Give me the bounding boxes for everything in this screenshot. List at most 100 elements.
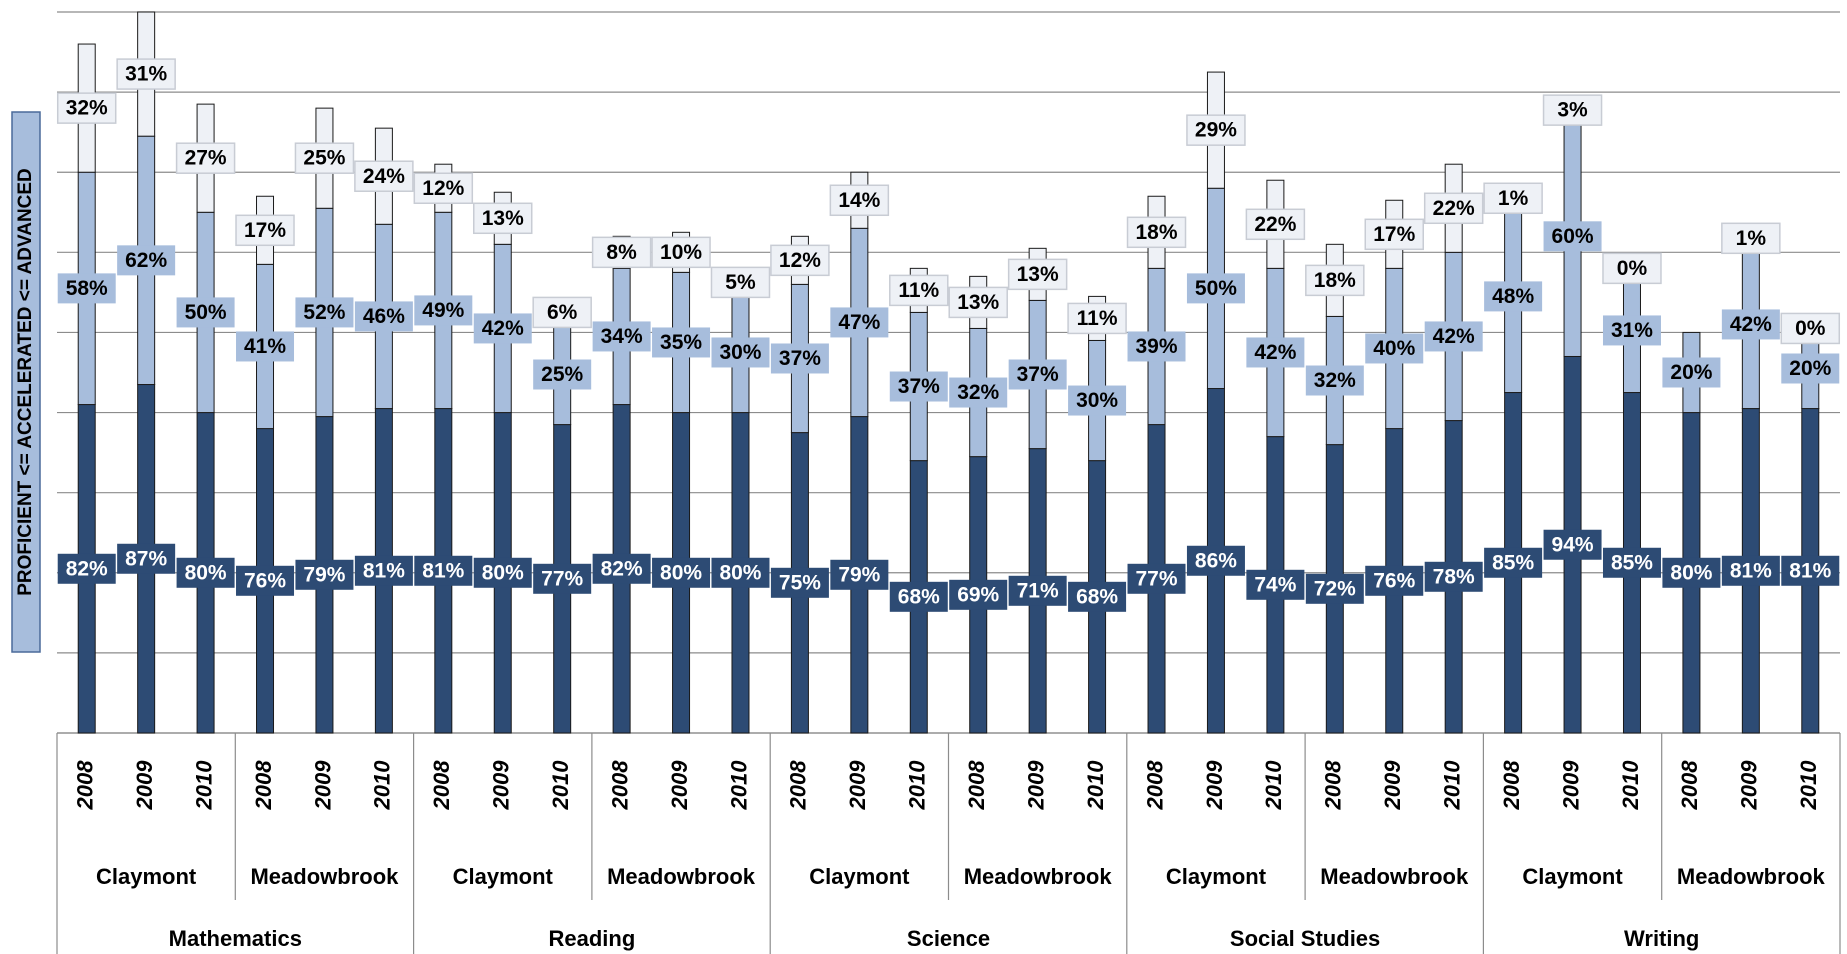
label-box — [116, 58, 176, 90]
label-box — [1424, 321, 1483, 352]
x-tick-label: 2008 — [786, 760, 811, 811]
subgroup-label: Claymont — [809, 864, 910, 889]
data-label: 85% — [1492, 551, 1534, 574]
label-box — [295, 559, 354, 590]
x-tick-label: 2010 — [726, 760, 751, 811]
label-box — [1305, 573, 1364, 604]
data-label: 1% — [1736, 227, 1767, 250]
data-label: 13% — [482, 207, 524, 230]
group-label: Writing — [1624, 926, 1699, 951]
data-label: 37% — [779, 347, 821, 370]
label-box — [533, 359, 592, 390]
label-box — [711, 337, 770, 368]
label-box — [651, 236, 711, 269]
data-label: 82% — [66, 557, 108, 580]
x-tick-label: 2010 — [191, 760, 216, 811]
label-box — [473, 313, 532, 344]
x-tick-label: 2009 — [310, 760, 335, 811]
label-box — [354, 555, 413, 586]
data-label: 0% — [1617, 257, 1648, 280]
label-box — [1662, 357, 1721, 388]
label-box — [414, 555, 473, 586]
label-box — [413, 172, 474, 204]
label-box — [1007, 258, 1068, 291]
label-box — [473, 557, 532, 588]
data-label: 81% — [1730, 559, 1772, 582]
data-label: 76% — [244, 569, 286, 592]
label-box — [1127, 331, 1186, 362]
data-label: 46% — [363, 305, 405, 328]
data-label: 49% — [422, 299, 464, 322]
label-box — [1246, 337, 1305, 368]
data-label: 0% — [1795, 317, 1826, 340]
subgroup-label: Meadowbrook — [1320, 864, 1469, 889]
data-label: 17% — [244, 219, 286, 242]
label-box — [829, 184, 890, 217]
x-tick-label: 2009 — [1023, 760, 1048, 811]
data-label: 13% — [957, 291, 999, 314]
x-tick-label: 2009 — [845, 760, 870, 811]
label-box — [533, 563, 592, 594]
label-box — [591, 236, 652, 269]
data-label: 25% — [303, 147, 345, 170]
label-box — [57, 273, 116, 304]
subgroup-label: Meadowbrook — [250, 864, 399, 889]
x-tick-label: 2010 — [370, 760, 395, 811]
data-label: 5% — [725, 271, 756, 294]
x-tick-label: 2009 — [489, 760, 514, 811]
data-label: 42% — [482, 317, 524, 340]
label-box — [830, 559, 889, 590]
data-label: 78% — [1433, 565, 1475, 588]
label-box — [1305, 365, 1364, 396]
label-box — [710, 266, 771, 299]
data-label: 79% — [303, 563, 345, 586]
label-box — [1245, 208, 1306, 241]
subgroup-label: Meadowbrook — [1677, 864, 1826, 889]
label-box — [117, 245, 176, 276]
data-label: 11% — [898, 279, 939, 302]
data-label: 42% — [1730, 313, 1772, 336]
label-box — [414, 295, 473, 326]
label-box — [1246, 569, 1305, 600]
data-label: 35% — [660, 331, 702, 354]
label-box — [1067, 302, 1127, 335]
label-box — [57, 553, 116, 584]
data-label: 76% — [1373, 569, 1415, 592]
label-box — [532, 296, 592, 329]
x-tick-label: 2008 — [1321, 760, 1346, 811]
label-box — [294, 142, 355, 174]
data-label: 14% — [838, 189, 880, 212]
label-box — [1721, 555, 1780, 586]
data-label: 13% — [1017, 263, 1059, 286]
label-box — [1781, 555, 1840, 586]
x-tick-label: 2008 — [429, 760, 454, 811]
data-label: 41% — [244, 335, 286, 358]
data-label: 80% — [1670, 561, 1712, 584]
data-label: 22% — [1254, 213, 1296, 236]
label-box — [949, 579, 1008, 610]
label-box — [1602, 547, 1661, 578]
data-label: 18% — [1314, 269, 1356, 292]
data-label: 42% — [1433, 325, 1475, 348]
group-label: Reading — [549, 926, 636, 951]
label-box — [1602, 252, 1662, 285]
x-tick-label: 2009 — [667, 760, 692, 811]
data-label: 8% — [606, 241, 637, 264]
subgroup-label: Meadowbrook — [607, 864, 756, 889]
data-label: 18% — [1136, 221, 1178, 244]
label-box — [1721, 309, 1780, 340]
label-box — [592, 321, 651, 352]
subgroup-label: Claymont — [453, 864, 554, 889]
data-label: 72% — [1314, 577, 1356, 600]
data-label: 71% — [1017, 579, 1059, 602]
x-tick-label: 2010 — [1796, 760, 1821, 811]
data-label: 82% — [601, 557, 643, 580]
label-box — [1365, 333, 1424, 364]
data-label: 29% — [1195, 119, 1237, 142]
data-label: 24% — [363, 165, 405, 188]
x-tick-label: 2010 — [548, 760, 573, 811]
data-label: 3% — [1557, 99, 1588, 122]
subgroup-label: Claymont — [96, 864, 197, 889]
label-box — [176, 557, 235, 588]
